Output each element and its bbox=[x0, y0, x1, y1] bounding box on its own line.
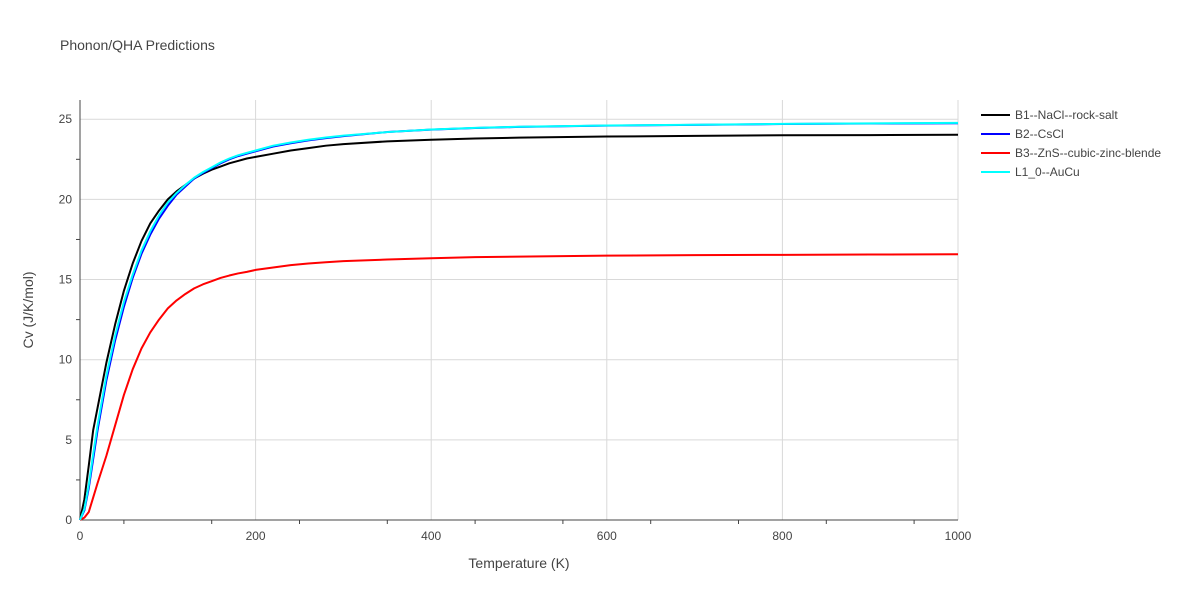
legend-item[interactable]: B2--CsCl bbox=[981, 127, 1064, 141]
legend-item[interactable]: L1_0--AuCu bbox=[981, 165, 1080, 179]
axes bbox=[76, 100, 958, 524]
y-tick-label: 20 bbox=[59, 192, 73, 206]
legend-item[interactable]: B1--NaCl--rock-salt bbox=[981, 108, 1118, 122]
legend-label: B1--NaCl--rock-salt bbox=[1015, 108, 1118, 122]
x-tick-label: 1000 bbox=[945, 529, 972, 543]
legend-label: L1_0--AuCu bbox=[1015, 165, 1080, 179]
legend[interactable]: B1--NaCl--rock-salt B2--CsCl B3--ZnS--cubi… bbox=[981, 108, 1161, 179]
x-tick-label: 600 bbox=[597, 529, 617, 543]
y-tick-label: 10 bbox=[59, 353, 73, 367]
y-tick-label: 0 bbox=[65, 513, 72, 527]
x-tick-label: 0 bbox=[77, 529, 84, 543]
x-tick-label: 400 bbox=[421, 529, 441, 543]
y-tick-label: 25 bbox=[59, 112, 73, 126]
y-axis-title: Cv (J/K/mol) bbox=[20, 272, 36, 349]
series-line-2 bbox=[79, 253, 959, 521]
tick-labels: 0 200 400 600 800 1000 0 5 10 15 20 25 bbox=[59, 112, 972, 543]
x-tick-label: 800 bbox=[772, 529, 792, 543]
x-axis-title: Temperature (K) bbox=[468, 555, 569, 571]
grid bbox=[80, 100, 959, 520]
legend-item[interactable]: B3--ZnS--cubic-zinc-blende bbox=[981, 146, 1161, 160]
chart-title: Phonon/QHA Predictions bbox=[60, 37, 215, 53]
series-line-1 bbox=[79, 122, 959, 521]
series-lines bbox=[79, 121, 959, 521]
legend-label: B3--ZnS--cubic-zinc-blende bbox=[1015, 146, 1161, 160]
y-tick-label: 15 bbox=[59, 273, 73, 287]
y-tick-label: 5 bbox=[65, 433, 72, 447]
x-tick-label: 200 bbox=[246, 529, 266, 543]
series-line-3 bbox=[79, 121, 959, 521]
series-line-0 bbox=[79, 133, 959, 521]
legend-label: B2--CsCl bbox=[1015, 127, 1064, 141]
